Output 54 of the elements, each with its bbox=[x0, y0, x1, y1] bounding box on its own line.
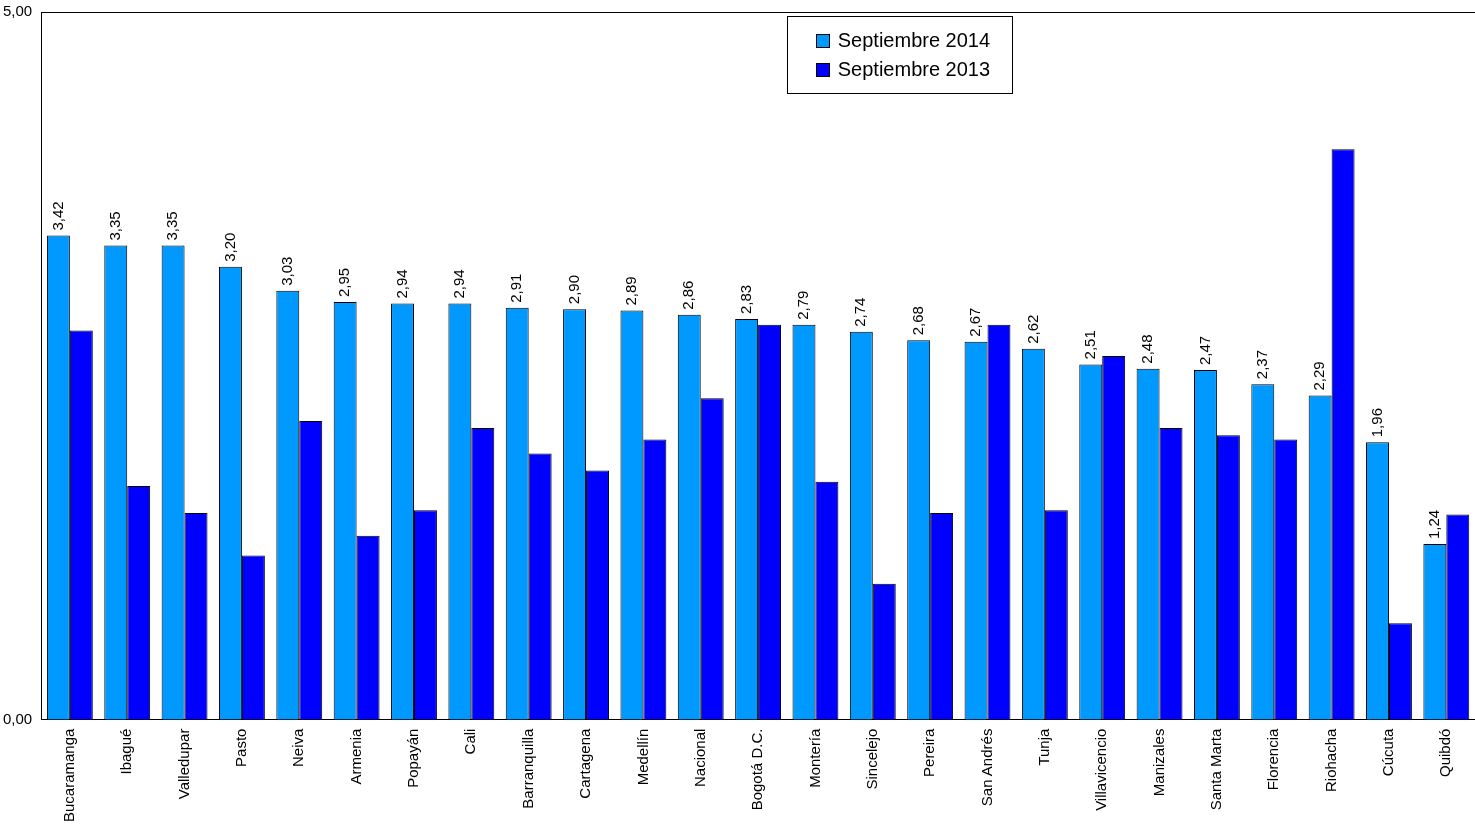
data-label: 2,94 bbox=[392, 269, 410, 299]
x-tick-label: Barranquilla bbox=[518, 727, 536, 809]
x-tick-label: Medellín bbox=[633, 728, 651, 786]
data-label: 2,67 bbox=[966, 307, 984, 337]
data-label: 2,95 bbox=[335, 267, 353, 298]
data-label: 1,96 bbox=[1367, 408, 1385, 438]
x-tick-label: Bogotá D.C. bbox=[748, 728, 766, 811]
data-label: 3,03 bbox=[277, 256, 295, 286]
x-tick-label: Cúcuta bbox=[1379, 727, 1397, 777]
x-tick-label: Riohacha bbox=[1321, 727, 1339, 792]
x-tick-label: Santa Marta bbox=[1207, 727, 1225, 811]
legend-label: Septiembre 2013 bbox=[837, 58, 991, 81]
x-tick-label: Cartagena bbox=[576, 727, 594, 799]
data-label: 2,37 bbox=[1252, 350, 1270, 380]
data-label: 2,47 bbox=[1195, 335, 1213, 366]
data-label: 2,29 bbox=[1310, 361, 1328, 391]
x-tick-label: Ibagué bbox=[117, 728, 135, 775]
data-label: 2,74 bbox=[851, 297, 869, 327]
y-tick-label: 0,00 bbox=[2, 709, 33, 727]
x-tick-label: Valledupar bbox=[174, 728, 192, 800]
y-tick-label: 5,00 bbox=[2, 2, 33, 20]
x-tick-label: Quibdó bbox=[1436, 728, 1454, 777]
data-label: 2,48 bbox=[1138, 334, 1156, 364]
data-label: 2,83 bbox=[736, 284, 754, 315]
data-label: 3,35 bbox=[105, 211, 123, 241]
data-label: 2,51 bbox=[1080, 330, 1098, 360]
x-tick-label: Tunja bbox=[1035, 727, 1052, 766]
x-tick-label: San Andrés bbox=[977, 728, 995, 807]
legend-label: Septiembre 2014 bbox=[837, 29, 991, 52]
data-label: 2,62 bbox=[1023, 314, 1041, 344]
x-tick-label: Popayán bbox=[404, 728, 422, 788]
x-tick-label: Neiva bbox=[289, 727, 307, 767]
data-label: 2,90 bbox=[564, 274, 582, 305]
x-tick-label: Pasto bbox=[232, 728, 250, 767]
x-tick-label: Sincelejo bbox=[862, 728, 880, 790]
data-label: 2,68 bbox=[908, 306, 926, 336]
data-label: 2,86 bbox=[679, 280, 697, 310]
data-label: 2,89 bbox=[622, 276, 640, 306]
x-tick-label: Armenia bbox=[346, 727, 364, 785]
x-tick-label: Bucaramanga bbox=[60, 727, 78, 823]
x-tick-label: Florencia bbox=[1264, 727, 1282, 791]
x-tick-label: Cali bbox=[461, 728, 479, 755]
x-tick-label: Nacional bbox=[690, 728, 708, 787]
data-label: 1,24 bbox=[1424, 509, 1442, 540]
data-label: 2,94 bbox=[450, 269, 468, 299]
data-label: 2,91 bbox=[507, 273, 525, 303]
data-label: 3,42 bbox=[48, 201, 66, 231]
data-label: 3,20 bbox=[220, 232, 238, 262]
x-tick-label: Montería bbox=[805, 727, 823, 788]
data-label: 2,79 bbox=[794, 290, 812, 320]
data-label: 3,35 bbox=[163, 211, 181, 241]
x-tick-label: Manizales bbox=[1149, 728, 1167, 797]
x-tick-label: Pereira bbox=[920, 727, 938, 777]
x-tick-label: Villavicencio bbox=[1092, 728, 1110, 811]
